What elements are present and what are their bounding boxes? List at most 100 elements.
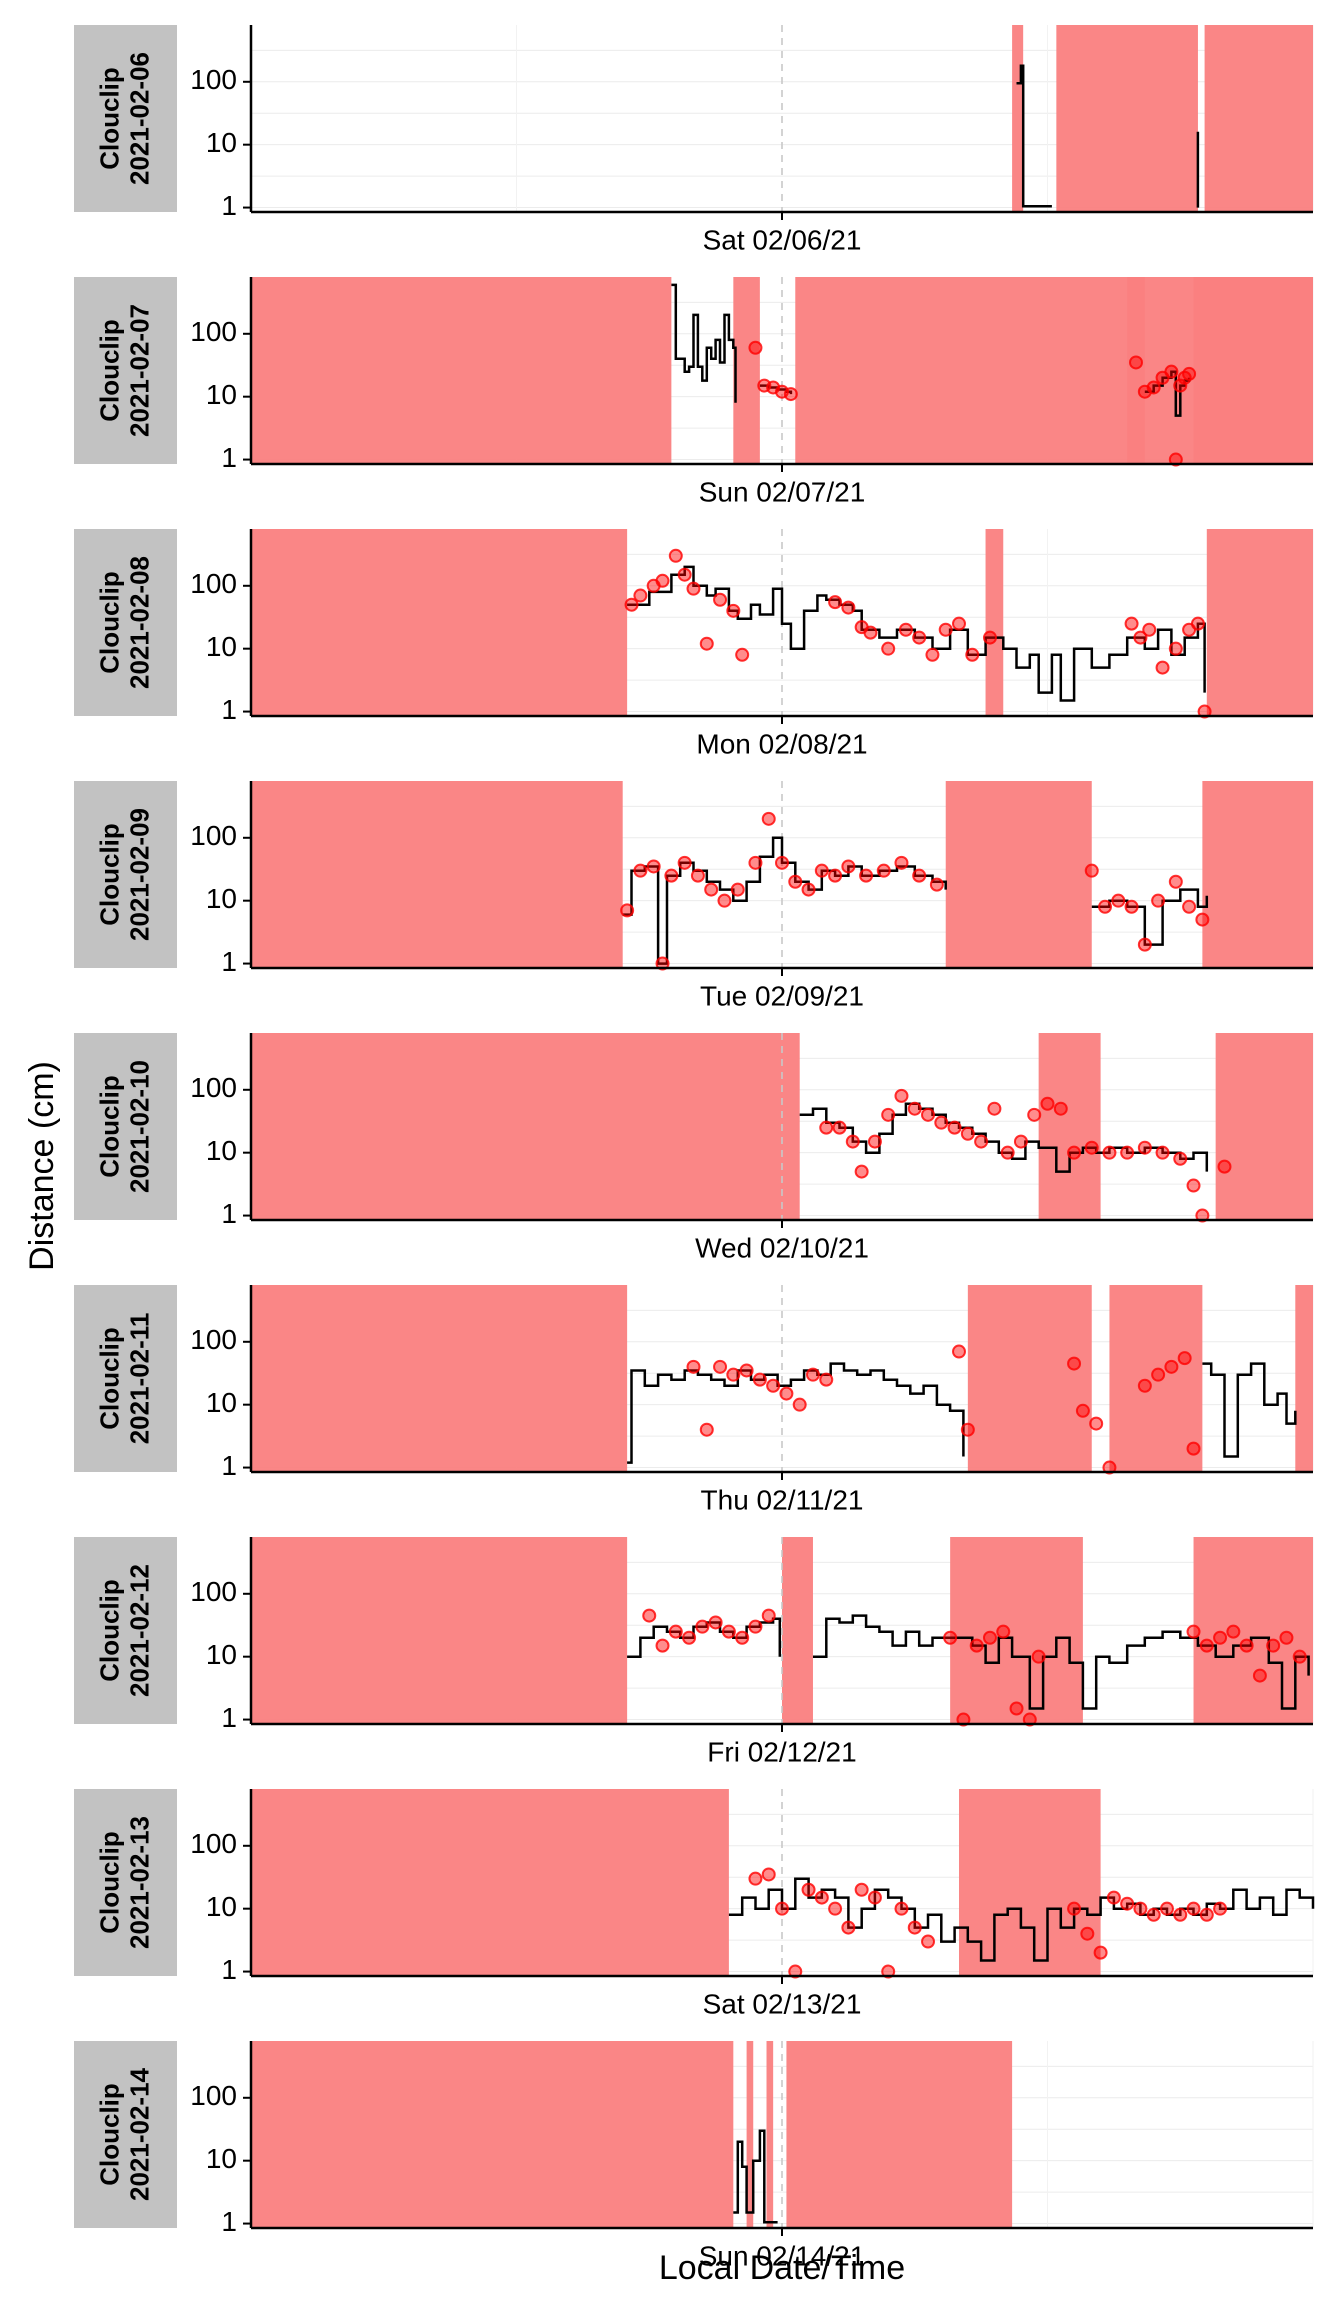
data-point: [876, 863, 891, 878]
data-point: [1013, 1134, 1028, 1149]
x-tick-label: Sat 02/06/21: [703, 224, 862, 255]
missing-data-band: [1056, 25, 1198, 212]
data-point: [832, 1120, 847, 1135]
data-point: [1197, 704, 1212, 719]
data-point: [1213, 1630, 1228, 1645]
data-point: [752, 1372, 767, 1387]
data-point: [1266, 1638, 1281, 1653]
data-point: [881, 1964, 896, 1979]
data-point: [624, 597, 639, 612]
facet-label-device: Clouclip: [94, 67, 124, 170]
data-point: [867, 1134, 882, 1149]
data-point: [841, 859, 856, 874]
data-point: [1053, 1101, 1068, 1116]
missing-data-band: [251, 2041, 734, 2228]
missing-data-band: [959, 1789, 1101, 1976]
data-point: [894, 1088, 909, 1103]
data-point: [934, 1115, 949, 1130]
data-point: [1164, 364, 1179, 379]
data-point: [894, 1901, 909, 1916]
data-point: [996, 1624, 1011, 1639]
panel-2021-02-07: Clouclip 2021-02-07 1 10 100 Sun 02/07/21: [74, 277, 1314, 507]
data-point: [704, 882, 719, 897]
data-point: [1199, 1907, 1214, 1922]
y-tick-label: 100: [190, 1324, 237, 1355]
data-point: [668, 1624, 683, 1639]
y-tick-label: 10: [206, 883, 237, 914]
x-tick-label: Mon 02/08/21: [696, 728, 867, 759]
data-point: [1027, 1107, 1042, 1122]
missing-data-band: [1202, 781, 1313, 968]
facet-label-date: 2021-02-08: [124, 556, 154, 689]
data-point: [943, 1630, 958, 1645]
data-point: [1137, 937, 1152, 952]
data-point: [881, 1107, 896, 1122]
missing-data-band: [786, 2041, 1013, 2228]
y-tick-label: 1: [221, 946, 237, 977]
data-point: [1084, 863, 1099, 878]
data-point: [1199, 1638, 1214, 1653]
data-point: [828, 1901, 843, 1916]
facet-label-date: 2021-02-09: [124, 808, 154, 941]
data-point: [717, 893, 732, 908]
facet-label-device: Clouclip: [94, 1579, 124, 1682]
data-point: [1186, 1624, 1201, 1639]
data-point: [1155, 1145, 1170, 1160]
data-point: [775, 1901, 789, 1916]
y-tick-label: 1: [221, 1702, 237, 1733]
y-tick-label: 10: [206, 127, 237, 158]
panel-2021-02-13: Clouclip 2021-02-13 1 10 100 Sat 02/13/21: [74, 1789, 1315, 2019]
data-point: [1022, 1712, 1037, 1727]
missing-data-band: [1295, 1285, 1313, 1472]
facet-label-device: Clouclip: [94, 1327, 124, 1430]
data-point: [699, 1422, 714, 1437]
data-point: [1146, 380, 1161, 395]
x-tick-label: Fri 02/12/21: [707, 1736, 856, 1767]
data-point: [859, 868, 874, 883]
data-point: [912, 630, 927, 645]
facet-label-date: 2021-02-12: [124, 1564, 154, 1697]
data-point: [965, 647, 980, 662]
y-tick-label: 10: [206, 1639, 237, 1670]
data-point: [1190, 616, 1205, 631]
data-point: [925, 647, 940, 662]
facet-strip: [74, 1285, 177, 1472]
data-point: [1168, 874, 1183, 889]
data-point: [699, 636, 714, 651]
y-tick-label: 100: [190, 820, 237, 851]
data-point: [881, 641, 896, 656]
panel-2021-02-06: Clouclip 2021-02-06 1 10 100 Sat 02/06/21: [74, 25, 1314, 255]
data-point: [1124, 899, 1139, 914]
y-tick-label: 100: [190, 316, 237, 347]
y-tick-label: 10: [206, 1387, 237, 1418]
data-point: [1093, 1945, 1108, 1960]
facet-label-date: 2021-02-14: [124, 2067, 154, 2201]
data-point: [713, 1359, 728, 1374]
facet-label-date: 2021-02-13: [124, 1816, 154, 1949]
data-point: [1151, 893, 1166, 908]
data-point: [974, 1134, 989, 1149]
data-point: [1137, 1378, 1152, 1393]
missing-data-band: [1204, 25, 1313, 212]
data-point: [956, 1712, 971, 1727]
data-point: [1151, 1367, 1166, 1382]
data-point: [677, 567, 692, 582]
missing-data-band: [950, 1537, 1083, 1724]
data-point: [841, 600, 856, 615]
missing-data-band: [251, 1789, 729, 1976]
data-point: [686, 581, 701, 596]
missing-data-band: [967, 1285, 1092, 1472]
y-tick-label: 10: [206, 631, 237, 662]
data-point: [867, 1890, 882, 1905]
data-point: [1133, 630, 1148, 645]
data-point: [863, 625, 878, 640]
missing-data-band: [251, 277, 672, 464]
data-point: [1102, 1145, 1117, 1160]
y-tick-label: 100: [190, 1828, 237, 1859]
data-point: [912, 868, 927, 883]
data-point: [1252, 1668, 1267, 1683]
data-point: [1031, 1649, 1046, 1664]
data-point: [682, 1630, 697, 1645]
missing-data-band: [1012, 25, 1024, 212]
